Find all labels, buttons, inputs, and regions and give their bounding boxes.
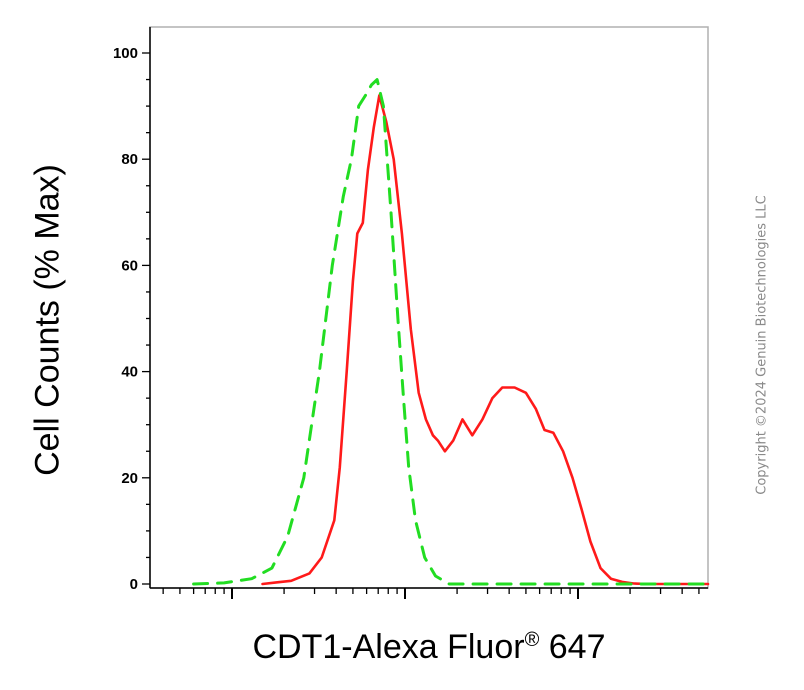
- watermark-wrap: Copyright ©2024 Genuin Biotechnologies L…: [740, 160, 784, 530]
- series-layer: [192, 78, 710, 586]
- y-tick-label: 40: [121, 364, 138, 381]
- axis-layer: 0 20 40 60 80 100: [113, 27, 708, 599]
- y-tick-label: 60: [121, 257, 138, 274]
- plot-frame: [149, 26, 709, 589]
- copyright-watermark: Copyright ©2024 Genuin Biotechnologies L…: [754, 195, 770, 495]
- y-axis-label: Cell Counts (% Max): [28, 164, 67, 476]
- sample-histogram-line: [261, 94, 710, 586]
- y-axis-label-wrap: Cell Counts (% Max): [18, 90, 78, 550]
- y-tick-label: 20: [121, 470, 138, 487]
- y-tick-label: 80: [121, 151, 138, 168]
- x-axis-label-text: CDT1-Alexa Fluor: [252, 628, 525, 666]
- registered-mark: ®: [524, 629, 540, 651]
- x-axis-label-suffix: 647: [539, 628, 606, 666]
- y-tick-label: 100: [113, 45, 138, 62]
- y-tick-label: 0: [130, 576, 138, 593]
- x-axis-label: CDT1-Alexa Fluor® 647: [150, 628, 708, 667]
- control-histogram-line: [192, 78, 710, 586]
